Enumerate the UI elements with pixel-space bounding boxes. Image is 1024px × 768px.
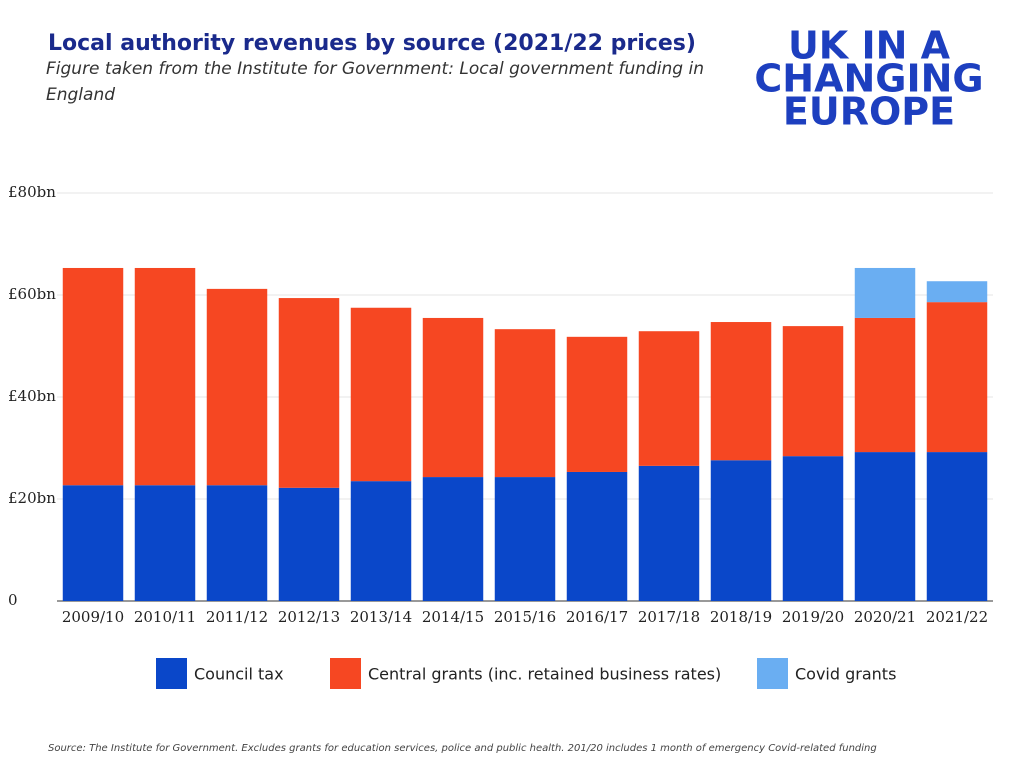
bar-segment — [926, 302, 988, 453]
chart-title: Local authority revenues by source (2021… — [48, 31, 696, 56]
x-tick-label: 2014/15 — [422, 608, 484, 626]
bar-segment — [566, 336, 628, 472]
bar-segment — [278, 487, 340, 601]
legend-label: Central grants (inc. retained business r… — [368, 665, 721, 684]
bar-segment — [638, 331, 700, 466]
bar-segment — [710, 322, 772, 461]
logo-line: EUROPE — [783, 90, 955, 134]
x-tick-label: 2017/18 — [638, 608, 700, 626]
bar-segment — [854, 267, 916, 318]
bar-segment — [638, 465, 700, 601]
bar-segment — [134, 485, 196, 601]
bar-segment — [854, 452, 916, 601]
legend-swatch — [757, 658, 788, 689]
subtitle-box: Figure taken from the Institute for Gove… — [46, 59, 704, 105]
bar-segment — [854, 317, 916, 453]
legend-label: Council tax — [194, 665, 284, 684]
bar-segment — [278, 298, 340, 488]
x-tick-label: 2021/22 — [926, 608, 988, 626]
logo-line: UK IN A — [788, 24, 951, 68]
bar-segment — [494, 477, 556, 601]
bar-segment — [782, 326, 844, 457]
source-note: Source: The Institute for Government. Ex… — [48, 743, 877, 754]
x-tick-label: 2019/20 — [782, 608, 844, 626]
legend-label: Covid grants — [795, 665, 896, 684]
chart-subtitle: Figure taken from the Institute for Gove… — [46, 59, 704, 105]
bar-segment — [926, 452, 988, 601]
x-tick-label: 2012/13 — [278, 608, 340, 626]
y-tick-label: £60bn — [8, 285, 56, 303]
y-tick-label: £80bn — [8, 183, 56, 201]
bar-segment — [62, 267, 124, 486]
bar-segment — [422, 477, 484, 601]
x-tick-label: 2010/11 — [134, 608, 196, 626]
bar-segment — [206, 485, 268, 601]
bar-segment — [350, 481, 412, 601]
x-tick-label: 2009/10 — [62, 608, 124, 626]
x-tick-label: 2020/21 — [854, 608, 916, 626]
x-tick-label: 2015/16 — [494, 608, 556, 626]
y-tick-label: £20bn — [8, 489, 56, 507]
bar-segment — [350, 307, 412, 482]
bar-segment — [134, 267, 196, 486]
logo-line: CHANGING — [754, 57, 983, 101]
bar-segment — [494, 329, 556, 478]
x-tick-label: 2013/14 — [350, 608, 412, 626]
legend-swatch — [330, 658, 361, 689]
bar-segment — [422, 317, 484, 478]
bar-segment — [62, 485, 124, 601]
x-tick-label: 2011/12 — [206, 608, 268, 626]
bar-segment — [566, 471, 628, 601]
bar-segment — [206, 288, 268, 486]
y-tick-label: £40bn — [8, 387, 56, 405]
legend-swatch — [156, 658, 187, 689]
bar-segment — [782, 456, 844, 601]
y-tick-label: 0 — [8, 591, 18, 609]
bar-segment — [926, 281, 988, 303]
x-tick-label: 2016/17 — [566, 608, 628, 626]
bar-segment — [710, 460, 772, 601]
x-tick-label: 2018/19 — [710, 608, 772, 626]
